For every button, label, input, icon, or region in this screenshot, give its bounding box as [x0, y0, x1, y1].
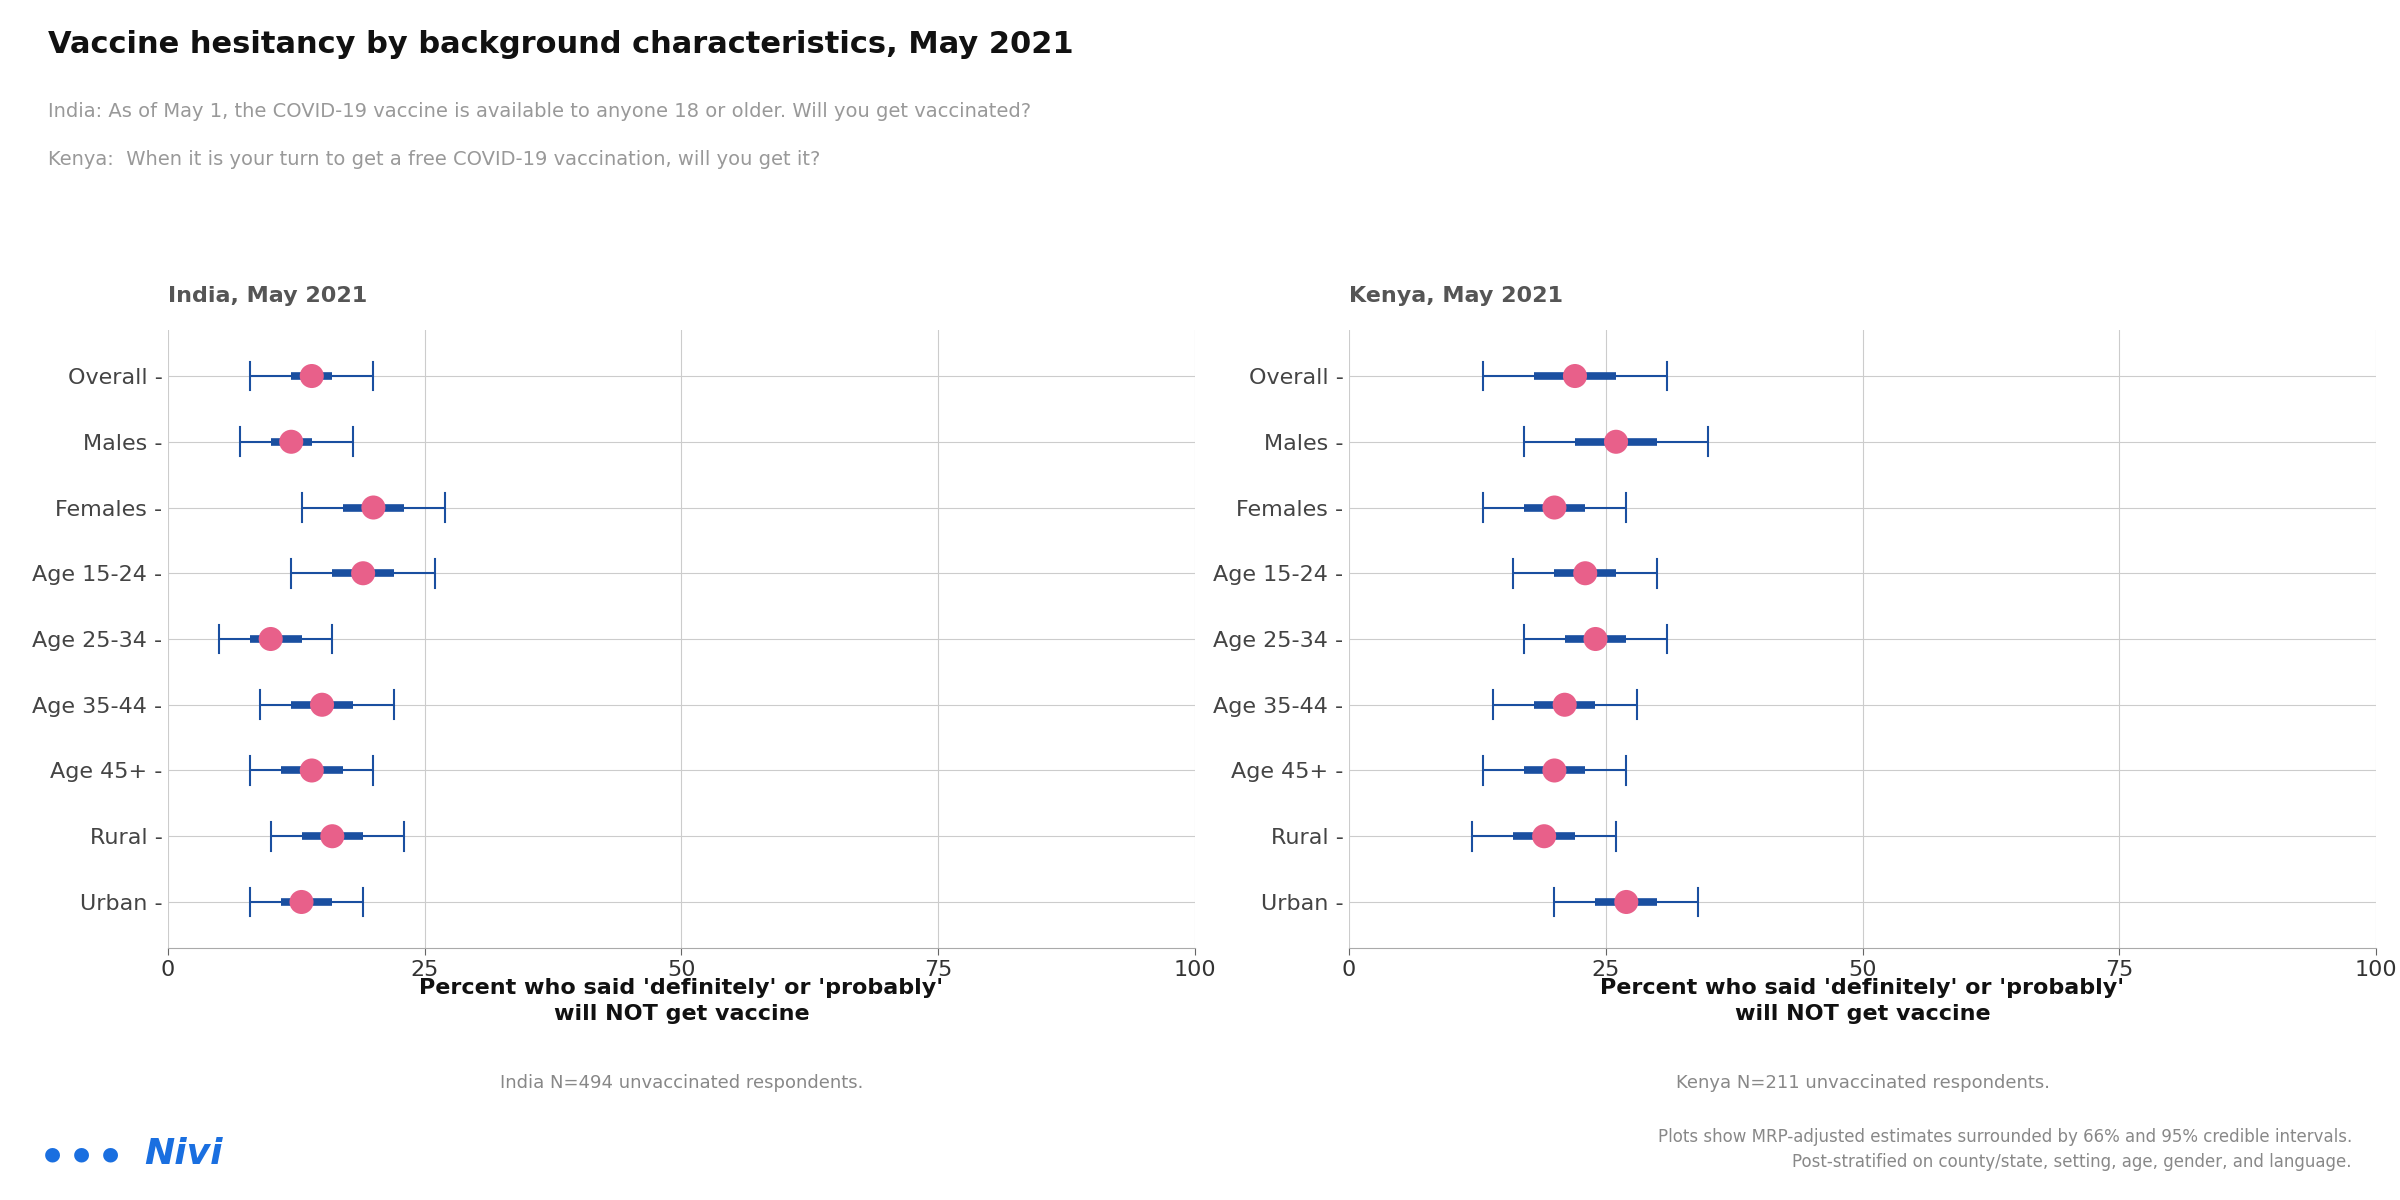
Point [283, 893, 322, 912]
Text: ●: ● [72, 1145, 91, 1164]
Text: India N=494 unvaccinated respondents.: India N=494 unvaccinated respondents. [499, 1074, 864, 1092]
Point [293, 366, 331, 385]
Point [1536, 498, 1574, 517]
Point [1567, 564, 1606, 583]
Point [1524, 827, 1562, 846]
Point [1608, 893, 1646, 912]
Point [1536, 761, 1574, 780]
Text: India, May 2021: India, May 2021 [168, 286, 367, 306]
Point [343, 564, 382, 583]
Point [1577, 629, 1615, 648]
Text: Percent who said 'definitely' or 'probably'
will NOT get vaccine: Percent who said 'definitely' or 'probab… [420, 978, 943, 1025]
Point [271, 432, 310, 451]
Point [1596, 432, 1634, 451]
Point [293, 761, 331, 780]
Point [252, 629, 290, 648]
Text: ●: ● [101, 1145, 120, 1164]
Text: India: As of May 1, the COVID-19 vaccine is available to anyone 18 or older. Wil: India: As of May 1, the COVID-19 vaccine… [48, 102, 1032, 121]
Text: Percent who said 'definitely' or 'probably'
will NOT get vaccine: Percent who said 'definitely' or 'probab… [1601, 978, 2124, 1025]
Point [1555, 366, 1594, 385]
Point [312, 827, 350, 846]
Text: Plots show MRP-adjusted estimates surrounded by 66% and 95% credible intervals.
: Plots show MRP-adjusted estimates surrou… [1658, 1128, 2352, 1171]
Text: Kenya, May 2021: Kenya, May 2021 [1349, 286, 1562, 306]
Text: ●: ● [43, 1145, 62, 1164]
Text: Kenya N=211 unvaccinated respondents.: Kenya N=211 unvaccinated respondents. [1675, 1074, 2050, 1092]
Point [1546, 695, 1584, 714]
Text: Vaccine hesitancy by background characteristics, May 2021: Vaccine hesitancy by background characte… [48, 30, 1073, 59]
Point [302, 695, 341, 714]
Text: Nivi: Nivi [144, 1138, 223, 1171]
Point [355, 498, 394, 517]
Text: Kenya:  When it is your turn to get a free COVID-19 vaccination, will you get it: Kenya: When it is your turn to get a fre… [48, 150, 821, 169]
